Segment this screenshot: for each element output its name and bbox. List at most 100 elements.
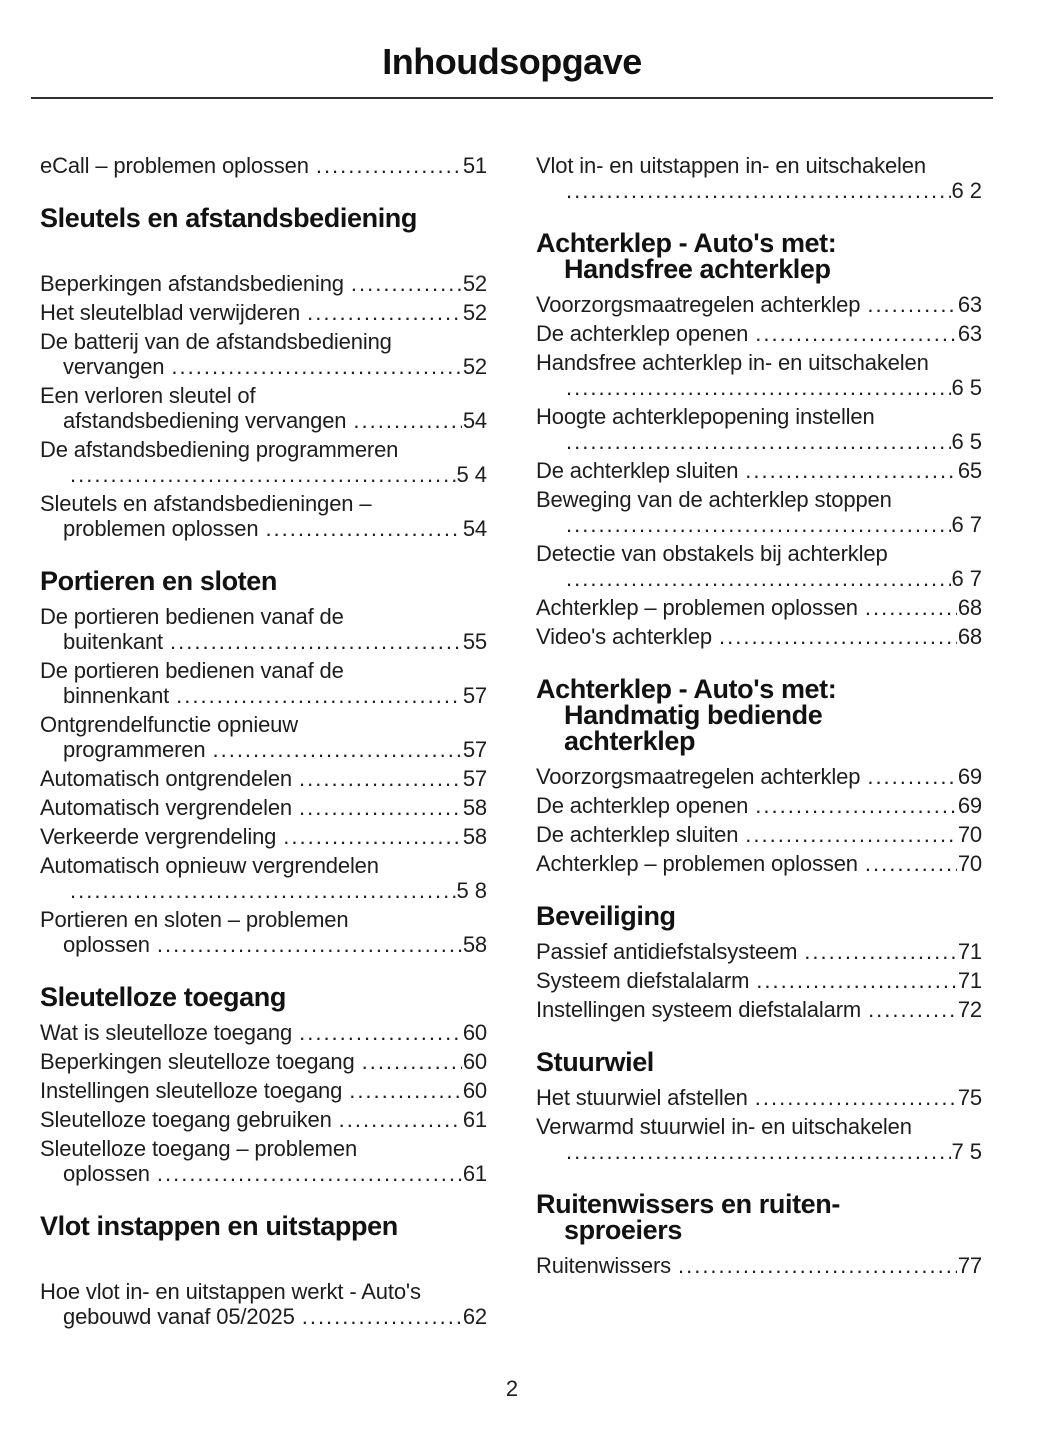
toc-entry-lastline: Automatisch ontgrendelen................… [40, 766, 487, 791]
toc-entry-page: 60 [462, 1049, 487, 1074]
toc-entry-lastline: ........................................… [536, 512, 982, 537]
dot-leader: ........................................… [864, 595, 957, 620]
dot-leader: ........................................… [212, 737, 461, 762]
toc-section-header-line: Beveiliging [536, 901, 676, 931]
dot-leader: ........................................… [353, 408, 461, 433]
toc-entry-lastline: De achterklep openen....................… [536, 793, 982, 818]
toc-section-header: Ruitenwissers en ruiten-sproeiers [536, 1191, 982, 1244]
toc-entry-page: 71 [957, 968, 982, 993]
dot-leader: ........................................… [804, 939, 957, 964]
page-title: Inhoudsopgave [382, 41, 642, 82]
toc-entry-lastline: gebouwd vanaf 05/2025...................… [40, 1304, 487, 1329]
toc-entry-lastline: ........................................… [40, 462, 487, 487]
dot-leader: ........................................… [566, 512, 951, 537]
dot-leader: ........................................… [171, 354, 461, 379]
dot-leader: ........................................… [754, 1085, 957, 1110]
toc-section-header-line: Portieren en sloten [40, 566, 277, 596]
toc-entry: Sleutels en afstandsbedieningen – problem… [40, 491, 487, 541]
toc-entry-label-line: Verkeerde vergrendeling [40, 824, 277, 849]
toc-entry-lastline: afstandsbediening vervangen.............… [40, 408, 487, 433]
toc-entry-lastline: problemen oplossen......................… [40, 516, 487, 541]
toc-entry-label-line: afstandsbediening vervangen [63, 408, 347, 433]
toc-entry: Ontgrendelfunctie opnieuw programmeren...… [40, 712, 487, 762]
toc-entry-page: 61 [462, 1107, 487, 1132]
toc-entry-page: 55 [462, 629, 487, 654]
toc-entry-lastline: Beperkingen sleutelloze toegang.........… [40, 1049, 487, 1074]
toc-entry-lastline: De achterklep sluiten...................… [536, 822, 982, 847]
folio-page-number: 2 [505, 1376, 519, 1401]
toc-entry: De achterklep openen....................… [536, 793, 982, 818]
toc-entry-page: 58 [462, 795, 487, 820]
toc-entry-label-line: Achterklep – problemen oplossen [536, 851, 858, 876]
toc-entry-label-line: Automatisch ontgrendelen [40, 766, 293, 791]
toc-entry-lastline: Instellingen sleutelloze toegang........… [40, 1078, 487, 1103]
toc-entry-page: 63 [957, 292, 982, 317]
dot-leader: ........................................… [70, 462, 456, 487]
dot-leader: ........................................… [566, 178, 951, 203]
toc-entry-label-line: Voorzorgsmaatregelen achterklep [536, 764, 861, 789]
toc-entry-label-line: vervangen [63, 354, 165, 379]
toc-entry-label-line: Instellingen sleutelloze toegang [40, 1078, 343, 1103]
toc-section-header-line: Stuurwiel [536, 1047, 654, 1077]
toc-entry-page: 71 [957, 939, 982, 964]
toc-entry-page: 72 [957, 997, 982, 1022]
toc-entry-page: 68 [957, 624, 982, 649]
toc-entry-label-line: Sleutels en afstandsbedieningen – [40, 491, 372, 516]
toc-entry-page: 69 [957, 793, 982, 818]
toc-entry-label-line: Beweging van de achterklep stoppen [536, 487, 892, 512]
dot-leader: ........................................… [719, 624, 957, 649]
toc-entry: Systeem diefstalalarm...................… [536, 968, 982, 993]
toc-entry-page: 65 [951, 375, 988, 400]
toc-entry: Het sleutelblad verwijderen.............… [40, 300, 487, 325]
toc-entry-lastline: Beperkingen afstandsbediening...........… [40, 271, 487, 296]
toc-entry: Automatisch opnieuw vergrendelen........… [40, 853, 487, 903]
dot-leader: ........................................… [265, 516, 461, 541]
dot-leader: ........................................… [864, 851, 957, 876]
toc-entry-lastline: De achterklep openen....................… [536, 321, 982, 346]
dot-leader: ........................................… [70, 878, 456, 903]
toc-entry-page: 62 [462, 1304, 487, 1329]
toc-entry-label-line: De batterij van de afstandsbediening [40, 329, 392, 354]
dot-leader: ........................................… [566, 1139, 951, 1164]
toc-entry: Automatisch vergrendelen................… [40, 795, 487, 820]
toc-entry-lastline: ........................................… [536, 566, 982, 591]
toc-entry: Wat is sleutelloze toegang..............… [40, 1020, 487, 1045]
toc-entry-lastline: Achterklep – problemen oplossen.........… [536, 595, 982, 620]
toc-entry-label-line: Achterklep – problemen oplossen [536, 595, 858, 620]
toc-entry-lastline: binnenkant..............................… [40, 683, 487, 708]
toc-entry-label-line: Beperkingen sleutelloze toegang [40, 1049, 355, 1074]
toc-entry: Achterklep – problemen oplossen.........… [536, 595, 982, 620]
toc-column-right: Vlot in- en uitstappen in- en uitschakel… [536, 140, 982, 1278]
toc-entry-lastline: ........................................… [536, 375, 982, 400]
toc-entry-lastline: Passief antidiefstalsysteem.............… [536, 939, 982, 964]
toc-entry: Voorzorgsmaatregelen achterklep.........… [536, 764, 982, 789]
toc-entry-page: 67 [951, 512, 988, 537]
dot-leader: ........................................… [868, 997, 957, 1022]
dot-leader: ........................................… [566, 429, 951, 454]
dot-leader: ........................................… [315, 153, 462, 178]
toc-entry-lastline: Het stuurwiel afstellen.................… [536, 1085, 982, 1110]
toc-entry-label-line: Hoogte achterklepopening instellen [536, 404, 875, 429]
dot-leader: ........................................… [156, 932, 462, 957]
toc-entry: Voorzorgsmaatregelen achterklep.........… [536, 292, 982, 317]
dot-leader: ........................................… [755, 321, 957, 346]
toc-entry-label-line: programmeren [63, 737, 206, 762]
toc-entry-label-line: Beperkingen afstandsbediening [40, 271, 344, 296]
toc-section-header: Vlot instappen en uitstappen [40, 1213, 487, 1240]
toc-entry: Beperkingen afstandsbediening...........… [40, 271, 487, 296]
toc-entry-page: 60 [462, 1020, 487, 1045]
toc-entry-page: 57 [462, 737, 487, 762]
dot-leader: ........................................… [299, 795, 462, 820]
toc-entry-label-line: De afstandsbediening programmeren [40, 437, 399, 462]
toc-entry-label-line: Ruitenwissers [536, 1253, 671, 1278]
toc-entry-label-line: Een verloren sleutel of [40, 383, 256, 408]
dot-leader: ........................................… [299, 1020, 462, 1045]
dot-leader: ........................................… [156, 1161, 462, 1186]
dot-leader: ........................................… [283, 824, 462, 849]
toc-entry: Detectie van obstakels bij achterklep...… [536, 541, 982, 591]
toc-entry-label-line: De portieren bedienen vanaf de [40, 658, 344, 683]
toc-entry: Verkeerde vergrendeling.................… [40, 824, 487, 849]
toc-entry-lastline: ........................................… [536, 1139, 982, 1164]
toc-entry: Automatisch ontgrendelen................… [40, 766, 487, 791]
toc-entry-lastline: ........................................… [536, 429, 982, 454]
